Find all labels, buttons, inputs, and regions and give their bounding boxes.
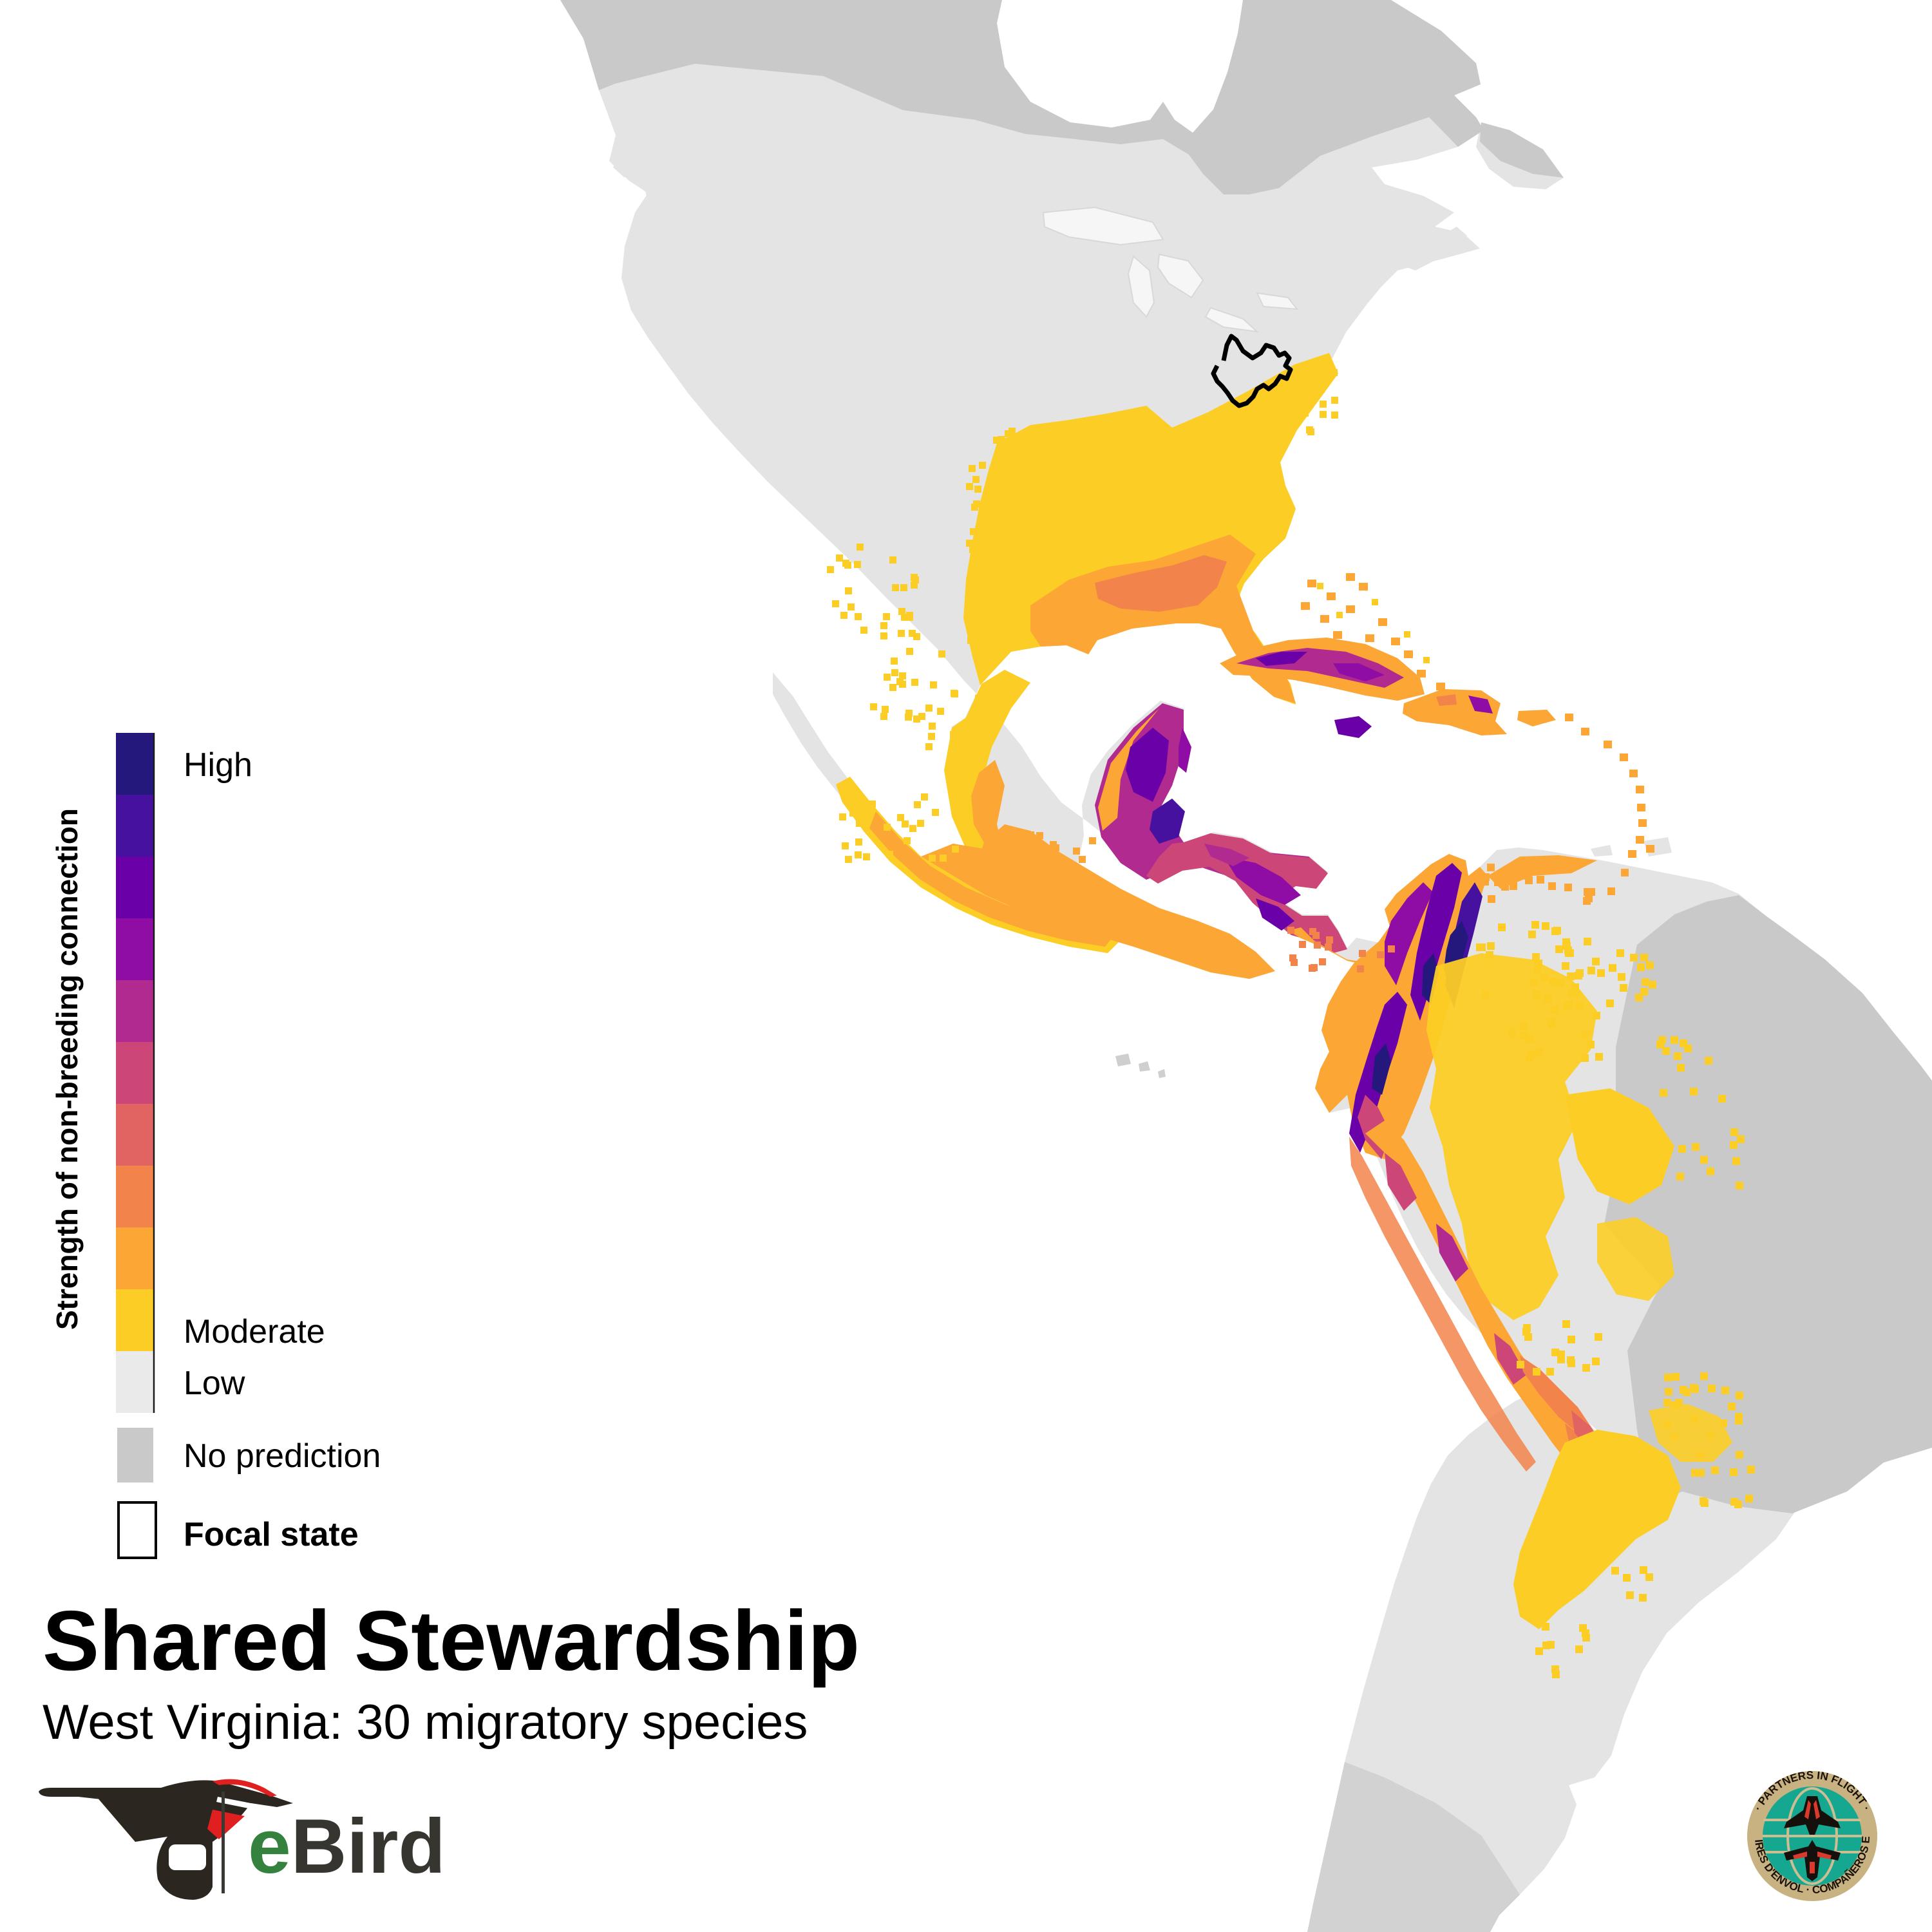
svg-text:Low: Low (184, 1365, 245, 1402)
svg-text:eBird: eBird (248, 1803, 446, 1889)
svg-text:West Virginia: 30 migratory sp: West Virginia: 30 migratory species (43, 1695, 808, 1750)
svg-text:Shared Stewardship: Shared Stewardship (43, 1593, 860, 1688)
svg-text:No prediction: No prediction (184, 1437, 381, 1475)
svg-text:Strength of non-breeding conne: Strength of non-breeding connection (50, 808, 84, 1330)
svg-text:Moderate: Moderate (184, 1313, 325, 1350)
svg-text:High: High (184, 746, 252, 784)
svg-text:Focal state: Focal state (184, 1516, 359, 1553)
